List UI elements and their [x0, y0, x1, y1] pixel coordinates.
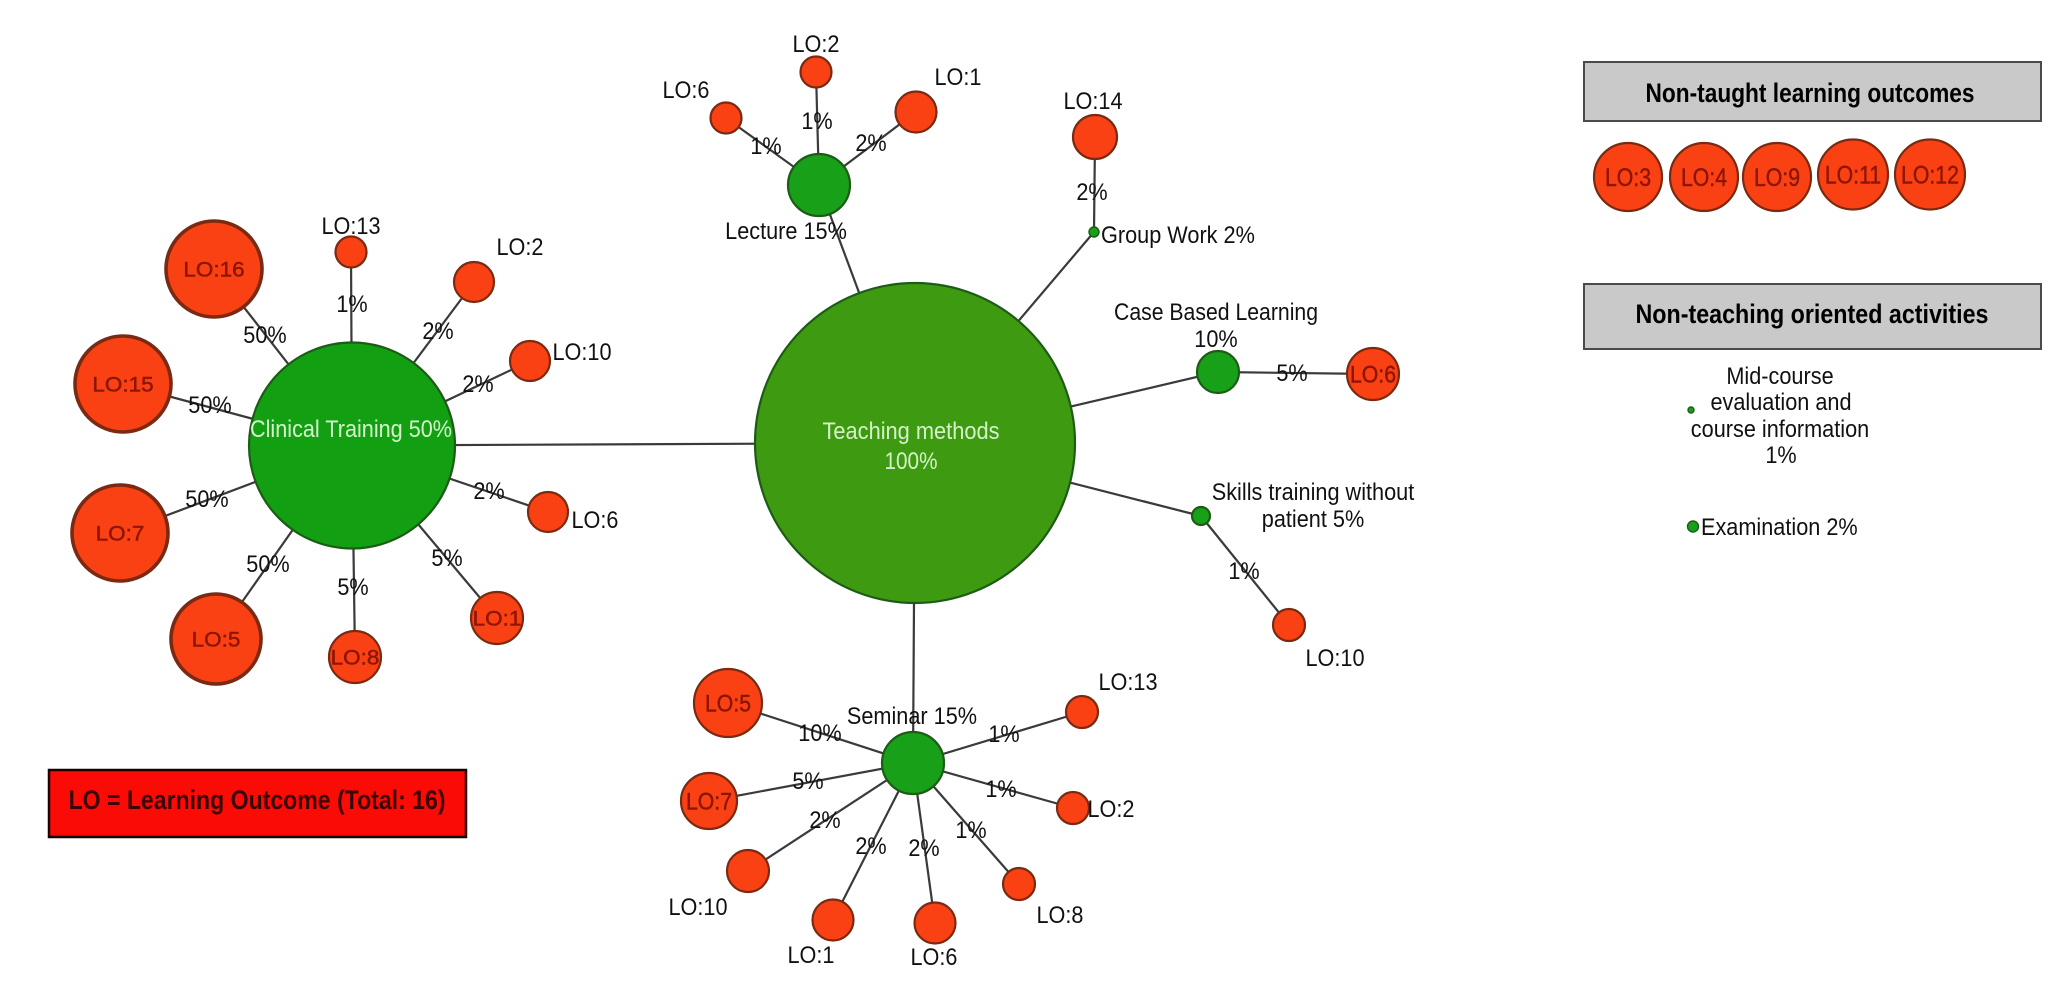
- svg-text:2%: 2%: [462, 371, 493, 398]
- svg-text:LO:6: LO:6: [1350, 362, 1396, 389]
- svg-text:50%: 50%: [246, 551, 289, 578]
- svg-text:LO:6: LO:6: [663, 77, 710, 104]
- svg-text:Clinical Training 50%: Clinical Training 50%: [250, 416, 452, 443]
- svg-text:Mid-course: Mid-course: [1726, 363, 1833, 390]
- svg-text:Lecture 15%: Lecture 15%: [725, 218, 847, 245]
- svg-text:2%: 2%: [473, 478, 504, 505]
- svg-text:LO:7: LO:7: [96, 523, 145, 546]
- svg-text:LO:6: LO:6: [911, 944, 958, 971]
- svg-text:LO:2: LO:2: [793, 31, 840, 58]
- svg-text:1%: 1%: [336, 291, 367, 318]
- svg-text:Non-taught learning outcomes: Non-taught learning outcomes: [1646, 78, 1975, 108]
- svg-text:1%: 1%: [985, 776, 1016, 803]
- svg-text:Examination 2%: Examination 2%: [1701, 514, 1858, 541]
- svg-text:LO:10: LO:10: [1305, 645, 1364, 672]
- svg-text:2%: 2%: [422, 318, 453, 345]
- svg-text:1%: 1%: [1765, 442, 1796, 469]
- svg-text:Group Work 2%: Group Work 2%: [1101, 222, 1255, 249]
- svg-text:10%: 10%: [1194, 326, 1237, 353]
- svg-text:evaluation and: evaluation and: [1710, 389, 1851, 416]
- svg-text:LO:3: LO:3: [1605, 164, 1651, 192]
- svg-text:LO:1: LO:1: [473, 608, 522, 631]
- svg-text:LO:15: LO:15: [92, 374, 153, 397]
- svg-text:5%: 5%: [792, 768, 823, 795]
- svg-text:patient 5%: patient 5%: [1262, 506, 1365, 533]
- svg-text:5%: 5%: [337, 574, 368, 601]
- svg-text:course information: course information: [1691, 416, 1869, 443]
- svg-text:LO:11: LO:11: [1825, 162, 1881, 190]
- svg-text:Skills training without: Skills training without: [1212, 479, 1415, 506]
- svg-text:100%: 100%: [885, 448, 938, 475]
- svg-text:Non-teaching oriented activiti: Non-teaching oriented activities: [1636, 299, 1989, 329]
- svg-text:LO:10: LO:10: [552, 339, 611, 366]
- svg-text:Teaching methods: Teaching methods: [823, 418, 1000, 445]
- svg-text:2%: 2%: [908, 835, 939, 862]
- svg-text:Case Based Learning: Case Based Learning: [1114, 299, 1318, 326]
- svg-text:50%: 50%: [243, 322, 286, 349]
- svg-text:LO:6: LO:6: [572, 507, 619, 534]
- svg-text:2%: 2%: [809, 807, 840, 834]
- svg-text:1%: 1%: [750, 133, 781, 160]
- svg-text:LO:14: LO:14: [1063, 88, 1122, 115]
- svg-text:5%: 5%: [431, 545, 462, 572]
- svg-text:LO:1: LO:1: [935, 64, 982, 91]
- svg-text:10%: 10%: [798, 720, 841, 747]
- svg-text:LO:12: LO:12: [1901, 162, 1959, 190]
- svg-text:2%: 2%: [855, 833, 886, 860]
- svg-text:LO:16: LO:16: [183, 259, 244, 282]
- svg-text:1%: 1%: [955, 817, 986, 844]
- svg-text:5%: 5%: [1276, 360, 1307, 387]
- svg-text:LO = Learning Outcome (Total:: LO = Learning Outcome (Total: 16): [69, 785, 446, 815]
- svg-text:LO:2: LO:2: [1088, 796, 1135, 823]
- svg-text:LO:7: LO:7: [686, 789, 732, 816]
- svg-text:LO:2: LO:2: [497, 234, 544, 261]
- svg-text:1%: 1%: [801, 108, 832, 135]
- svg-text:LO:1: LO:1: [788, 942, 835, 969]
- svg-text:Seminar 15%: Seminar 15%: [847, 703, 977, 730]
- svg-text:LO:4: LO:4: [1681, 164, 1727, 192]
- svg-text:2%: 2%: [1076, 179, 1107, 206]
- svg-text:LO:8: LO:8: [1037, 902, 1084, 929]
- svg-text:LO:5: LO:5: [192, 629, 241, 652]
- svg-text:LO:8: LO:8: [331, 647, 380, 670]
- svg-text:50%: 50%: [185, 486, 228, 513]
- svg-text:50%: 50%: [188, 392, 231, 419]
- svg-text:1%: 1%: [1228, 558, 1259, 585]
- svg-text:2%: 2%: [855, 130, 886, 157]
- svg-text:LO:13: LO:13: [1098, 669, 1157, 696]
- svg-text:LO:10: LO:10: [668, 894, 727, 921]
- svg-text:LO:9: LO:9: [1754, 164, 1800, 192]
- svg-text:LO:13: LO:13: [321, 213, 380, 240]
- svg-text:LO:5: LO:5: [705, 691, 751, 718]
- svg-text:1%: 1%: [988, 721, 1019, 748]
